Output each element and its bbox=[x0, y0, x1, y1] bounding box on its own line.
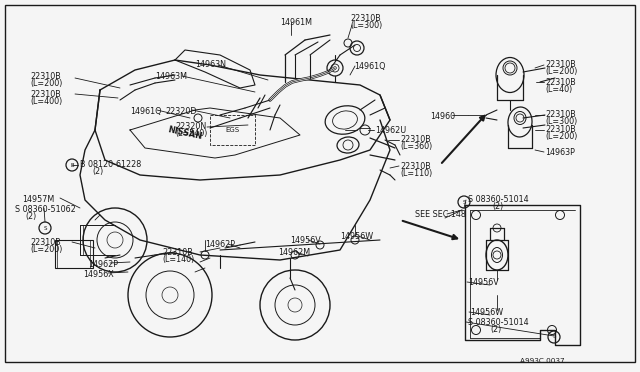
Text: (L=200): (L=200) bbox=[30, 79, 62, 88]
Text: 22310B: 22310B bbox=[400, 135, 431, 144]
Text: 14956V: 14956V bbox=[468, 278, 499, 287]
Text: 14960: 14960 bbox=[430, 112, 455, 121]
Text: 22320N: 22320N bbox=[175, 122, 206, 131]
Text: (2): (2) bbox=[492, 202, 503, 211]
Text: S: S bbox=[552, 334, 556, 340]
Text: (L=540): (L=540) bbox=[175, 129, 207, 138]
Text: (L=360): (L=360) bbox=[400, 142, 432, 151]
Text: 22320D: 22320D bbox=[165, 107, 196, 116]
Text: (L=200): (L=200) bbox=[30, 245, 62, 254]
Text: (2): (2) bbox=[25, 212, 36, 221]
Text: 22310B: 22310B bbox=[350, 14, 381, 23]
Text: 14962P: 14962P bbox=[205, 240, 235, 249]
Text: (L=200): (L=200) bbox=[545, 67, 577, 76]
Text: B 08120-61228: B 08120-61228 bbox=[80, 160, 141, 169]
Text: 22310B: 22310B bbox=[545, 125, 576, 134]
Text: S 08360-51062: S 08360-51062 bbox=[15, 205, 76, 214]
Text: 14962U: 14962U bbox=[375, 126, 406, 135]
Text: S: S bbox=[462, 199, 466, 205]
Text: (L=110): (L=110) bbox=[400, 169, 432, 178]
Text: 22310B: 22310B bbox=[30, 72, 61, 81]
Text: 14963N: 14963N bbox=[195, 60, 226, 69]
Bar bbox=[55, 240, 93, 268]
Text: (L=40): (L=40) bbox=[545, 85, 572, 94]
Text: 14962P: 14962P bbox=[88, 260, 118, 269]
Text: 22310B: 22310B bbox=[545, 78, 576, 87]
Text: A993C 0037: A993C 0037 bbox=[520, 358, 564, 364]
Text: (2): (2) bbox=[92, 167, 103, 176]
Text: 22310B: 22310B bbox=[30, 238, 61, 247]
Text: 22310B: 22310B bbox=[545, 110, 576, 119]
Text: 14962M: 14962M bbox=[278, 248, 310, 257]
Text: 22310B: 22310B bbox=[400, 162, 431, 171]
Text: 14956W: 14956W bbox=[340, 232, 373, 241]
Text: (L=300): (L=300) bbox=[545, 117, 577, 126]
Bar bbox=[210, 115, 255, 145]
Text: S: S bbox=[44, 225, 47, 231]
Text: 14956W: 14956W bbox=[470, 308, 503, 317]
Text: EGS: EGS bbox=[225, 127, 239, 133]
Text: (2): (2) bbox=[490, 325, 501, 334]
Text: 14963P: 14963P bbox=[545, 148, 575, 157]
Text: 14956V: 14956V bbox=[290, 236, 321, 245]
Text: 14963M: 14963M bbox=[155, 72, 187, 81]
Text: 14961Q: 14961Q bbox=[354, 62, 385, 71]
Text: NISSAN: NISSAN bbox=[167, 125, 203, 141]
Text: S 08360-51014: S 08360-51014 bbox=[468, 195, 529, 204]
Text: 14961Q: 14961Q bbox=[130, 107, 161, 116]
Text: 22310B: 22310B bbox=[30, 90, 61, 99]
Text: (L=400): (L=400) bbox=[30, 97, 62, 106]
Text: B: B bbox=[70, 163, 74, 167]
Text: (L=300): (L=300) bbox=[350, 21, 382, 30]
Text: 14957M: 14957M bbox=[22, 195, 54, 204]
Text: 22310B: 22310B bbox=[545, 60, 576, 69]
Text: S 08360-51014: S 08360-51014 bbox=[468, 318, 529, 327]
Text: 14961M: 14961M bbox=[280, 18, 312, 27]
Text: SEE SEC.148: SEE SEC.148 bbox=[415, 210, 466, 219]
Text: (L=140): (L=140) bbox=[162, 255, 195, 264]
Text: (L=200): (L=200) bbox=[545, 132, 577, 141]
Text: 14956X: 14956X bbox=[83, 270, 114, 279]
Text: 22310B: 22310B bbox=[162, 248, 193, 257]
